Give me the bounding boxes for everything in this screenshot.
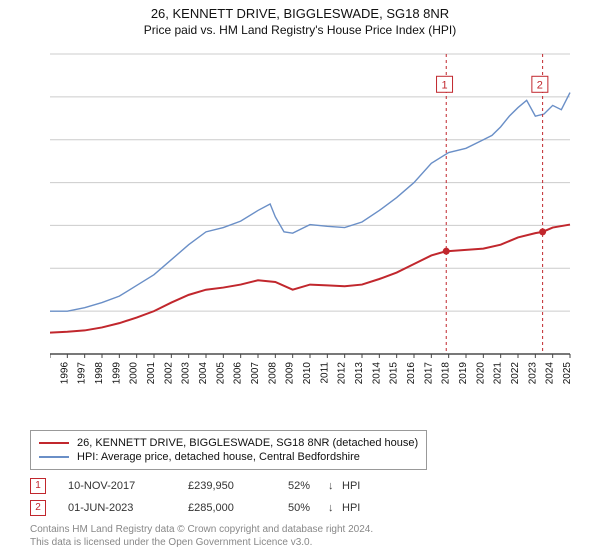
- marker-price: £285,000: [188, 502, 288, 514]
- svg-text:2015: 2015: [389, 362, 400, 385]
- svg-text:2002: 2002: [163, 362, 174, 385]
- svg-text:2006: 2006: [233, 362, 244, 385]
- svg-text:2004: 2004: [198, 362, 209, 385]
- marker-pct: 50%: [288, 502, 328, 514]
- svg-text:2021: 2021: [493, 362, 504, 385]
- marker-date: 01-JUN-2023: [68, 502, 188, 514]
- svg-text:2018: 2018: [441, 362, 452, 385]
- svg-text:1: 1: [441, 79, 447, 91]
- svg-text:2000: 2000: [129, 362, 140, 385]
- svg-text:2017: 2017: [423, 362, 434, 385]
- svg-text:2024: 2024: [545, 362, 556, 385]
- svg-text:1997: 1997: [77, 362, 88, 385]
- price-chart: £0£100K£200K£300K£400K£500K£600K£700K199…: [50, 48, 580, 388]
- svg-text:1998: 1998: [94, 362, 105, 385]
- svg-text:2025: 2025: [562, 362, 573, 385]
- legend-item: 26, KENNETT DRIVE, BIGGLESWADE, SG18 8NR…: [39, 437, 418, 449]
- marker-detail-row: 1 10-NOV-2017 £239,950 52% ↓ HPI: [30, 478, 372, 494]
- svg-text:2011: 2011: [319, 362, 330, 384]
- arrow-down-icon: ↓: [328, 480, 342, 492]
- svg-text:2016: 2016: [406, 362, 417, 385]
- svg-text:2: 2: [537, 79, 543, 91]
- legend: 26, KENNETT DRIVE, BIGGLESWADE, SG18 8NR…: [30, 430, 427, 470]
- svg-text:1996: 1996: [59, 362, 70, 385]
- legend-label: 26, KENNETT DRIVE, BIGGLESWADE, SG18 8NR…: [77, 437, 418, 449]
- svg-text:2008: 2008: [267, 362, 278, 385]
- svg-text:2007: 2007: [250, 362, 261, 385]
- chart-subtitle: Price paid vs. HM Land Registry's House …: [0, 21, 600, 37]
- chart-container: 26, KENNETT DRIVE, BIGGLESWADE, SG18 8NR…: [0, 0, 600, 560]
- svg-text:2022: 2022: [510, 362, 521, 385]
- legend-label: HPI: Average price, detached house, Cent…: [77, 451, 360, 463]
- legend-swatch: [39, 442, 69, 444]
- footer-line: This data is licensed under the Open Gov…: [30, 537, 373, 550]
- svg-text:2020: 2020: [475, 362, 486, 385]
- svg-text:1995: 1995: [50, 362, 53, 385]
- svg-text:2003: 2003: [181, 362, 192, 385]
- marker-hpi-label: HPI: [342, 502, 372, 514]
- svg-text:1999: 1999: [111, 362, 122, 385]
- legend-item: HPI: Average price, detached house, Cent…: [39, 451, 418, 463]
- marker-pct: 52%: [288, 480, 328, 492]
- svg-text:2009: 2009: [285, 362, 296, 385]
- svg-text:2019: 2019: [458, 362, 469, 385]
- chart-title: 26, KENNETT DRIVE, BIGGLESWADE, SG18 8NR: [0, 0, 600, 21]
- marker-hpi-label: HPI: [342, 480, 372, 492]
- marker-date: 10-NOV-2017: [68, 480, 188, 492]
- svg-text:2005: 2005: [215, 362, 226, 385]
- marker-id-box: 1: [30, 478, 46, 494]
- arrow-down-icon: ↓: [328, 502, 342, 514]
- svg-text:2001: 2001: [146, 362, 157, 385]
- marker-id-box: 2: [30, 500, 46, 516]
- svg-text:2013: 2013: [354, 362, 365, 385]
- svg-text:2014: 2014: [371, 362, 382, 385]
- svg-text:2023: 2023: [527, 362, 538, 385]
- svg-text:2012: 2012: [337, 362, 348, 385]
- svg-text:2010: 2010: [302, 362, 313, 385]
- legend-swatch: [39, 456, 69, 458]
- footer-line: Contains HM Land Registry data © Crown c…: [30, 524, 373, 537]
- marker-price: £239,950: [188, 480, 288, 492]
- footer: Contains HM Land Registry data © Crown c…: [30, 524, 373, 549]
- marker-detail-row: 2 01-JUN-2023 £285,000 50% ↓ HPI: [30, 500, 372, 516]
